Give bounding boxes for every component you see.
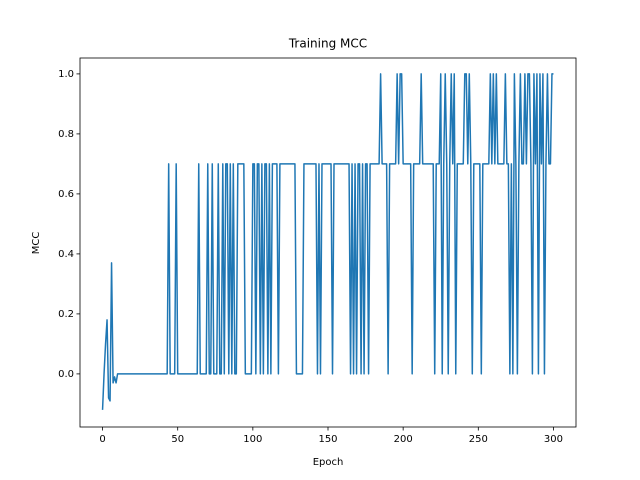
plot-frame bbox=[79, 57, 577, 428]
data-line bbox=[101, 73, 554, 410]
x-tick-label: 0 bbox=[99, 434, 105, 445]
x-axis-label: Epoch bbox=[313, 457, 344, 468]
y-tick-label: 0.2 bbox=[58, 309, 74, 320]
y-tick-label: 0.8 bbox=[58, 129, 74, 140]
x-tick-label: 200 bbox=[394, 434, 413, 445]
y-tick-label: 0.0 bbox=[58, 369, 74, 380]
x-tick-label: 50 bbox=[171, 434, 184, 445]
x-tick-label: 100 bbox=[243, 434, 262, 445]
y-tick-label: 0.4 bbox=[58, 249, 74, 260]
x-tick-label: 250 bbox=[469, 434, 488, 445]
x-tick-label: 150 bbox=[318, 434, 337, 445]
x-tick-label: 300 bbox=[544, 434, 563, 445]
y-tick-label: 1.0 bbox=[58, 69, 74, 80]
chart-title: Training MCC bbox=[288, 37, 367, 51]
y-tick-label: 0.6 bbox=[58, 189, 74, 200]
y-axis-label: MCC bbox=[31, 232, 42, 255]
